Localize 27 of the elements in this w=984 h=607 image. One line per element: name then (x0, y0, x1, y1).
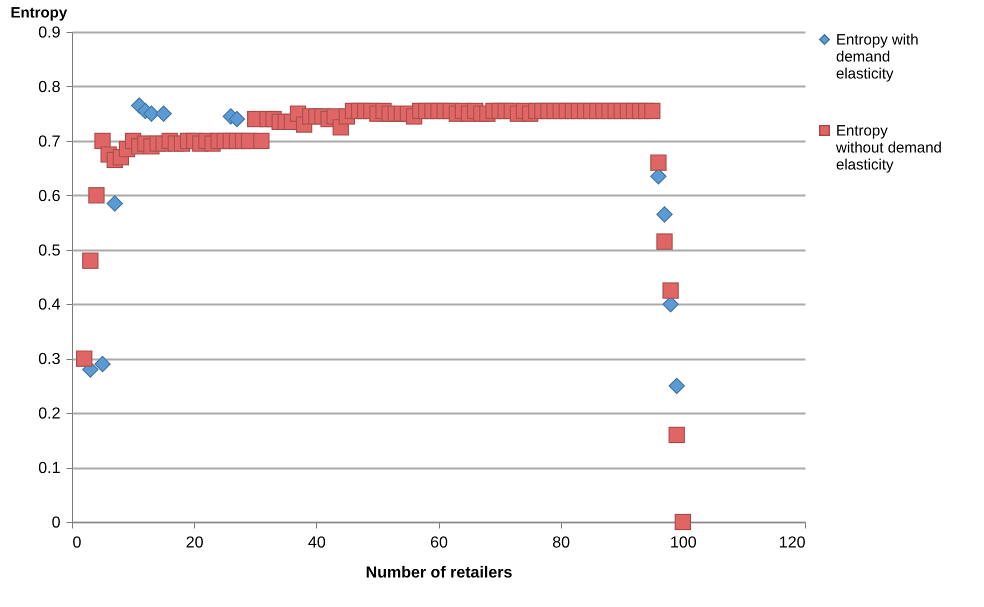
y-axis-title: Entropy (10, 4, 68, 22)
x-axis-title: Number of retailers (366, 564, 512, 582)
y-tick-label: 0.1 (38, 460, 61, 478)
y-tick-label: 0.7 (38, 133, 61, 150)
x-tick-label: 100 (670, 534, 697, 552)
point (656, 206, 673, 223)
legend-label: Entropy with demand elasticity (836, 32, 919, 82)
legend-label: Entropy without demand elasticity (835, 122, 942, 174)
y-tick-label: 0 (52, 514, 61, 532)
x-tick-label: 60 (430, 534, 448, 552)
x-tick-label: 80 (552, 534, 570, 552)
y-tick-label: 0.4 (38, 296, 61, 314)
y-tick-label: 0.5 (38, 242, 61, 260)
point (668, 378, 685, 394)
x-tick-label: 0 (72, 534, 82, 552)
x-tick-label: 120 (778, 534, 806, 552)
x-tick-label: 40 (308, 534, 326, 552)
point (228, 110, 246, 128)
point (106, 195, 123, 212)
y-tick-label: 0.8 (38, 78, 61, 96)
x-tick-label: 20 (186, 534, 204, 552)
y-tick-label: 0.3 (38, 351, 61, 368)
y-tick-label: 0.2 (38, 406, 61, 423)
point (155, 105, 172, 122)
y-tick-label: 0.9 (38, 24, 61, 42)
point (94, 356, 111, 372)
y-tick-label: 0.6 (38, 188, 61, 205)
